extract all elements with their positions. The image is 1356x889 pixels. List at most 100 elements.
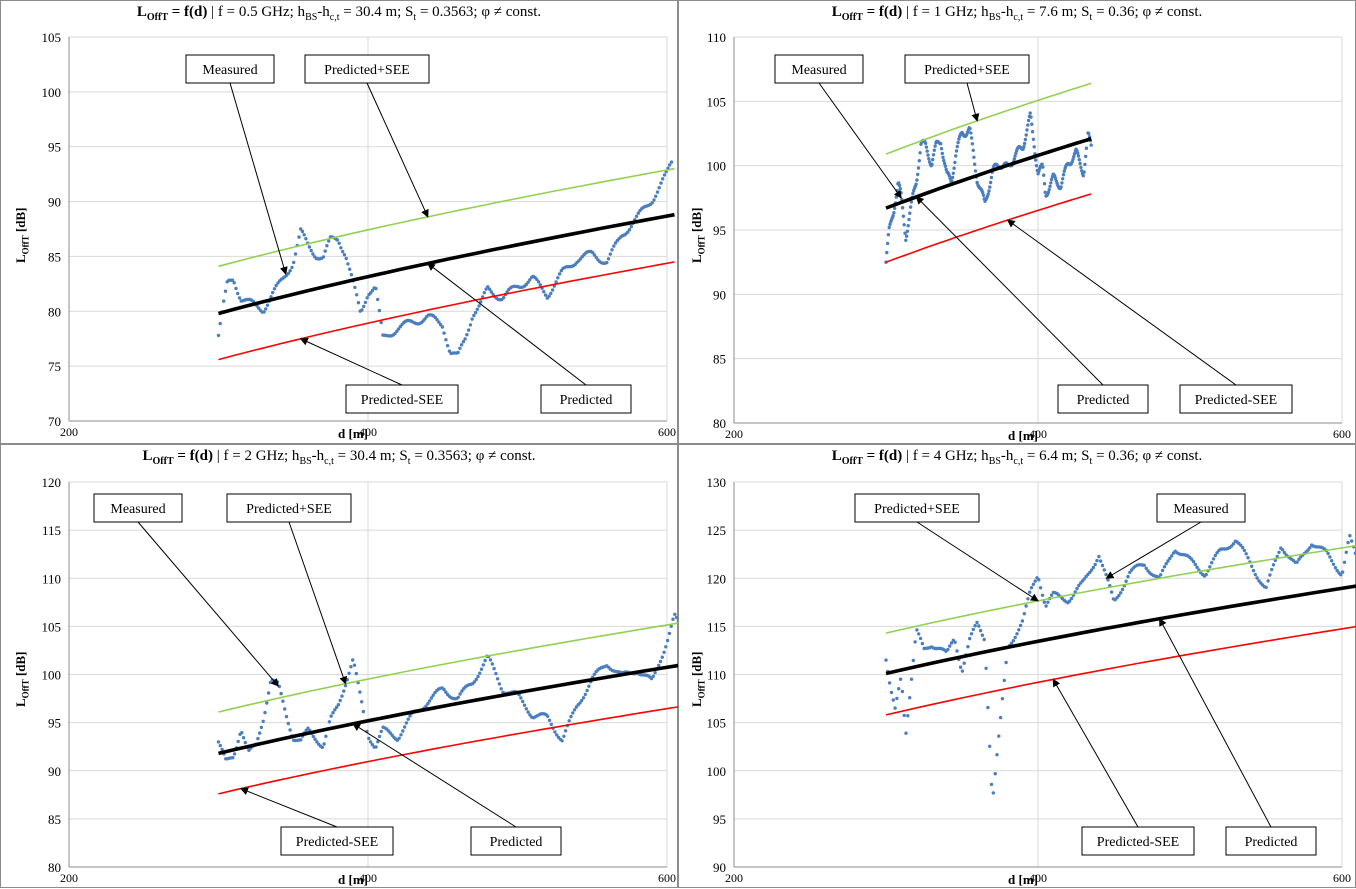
measured-point xyxy=(1025,128,1028,131)
y-tick-label: 100 xyxy=(42,668,62,683)
measured-point xyxy=(970,136,973,139)
measured-point xyxy=(924,142,927,145)
measured-point xyxy=(663,173,666,176)
measured-point xyxy=(1087,132,1090,135)
measured-point xyxy=(630,225,633,228)
measured-point xyxy=(926,153,929,156)
y-tick-label: 120 xyxy=(707,571,727,586)
measured-point xyxy=(1035,164,1038,167)
measured-point xyxy=(1214,554,1217,557)
measured-point xyxy=(1029,111,1032,114)
measured-point xyxy=(367,737,370,740)
measured-point xyxy=(345,257,348,260)
measured-point xyxy=(918,159,921,162)
measured-point xyxy=(1017,628,1020,631)
measured-point xyxy=(1212,557,1215,560)
measured-point xyxy=(1103,568,1106,571)
measured-point xyxy=(941,156,944,159)
measured-point xyxy=(1050,178,1053,181)
measured-point xyxy=(550,723,553,726)
measured-point xyxy=(1119,591,1122,594)
measured-point xyxy=(1121,588,1124,591)
y-tick-label: 110 xyxy=(707,30,726,45)
measured-point xyxy=(271,291,274,294)
measured-point xyxy=(982,194,985,197)
callout-label-minus: Predicted-SEE xyxy=(296,835,378,850)
measured-point xyxy=(1060,181,1063,184)
measured-point xyxy=(989,181,992,184)
measured-point xyxy=(342,689,345,692)
measured-point xyxy=(328,720,331,723)
measured-point xyxy=(273,287,276,290)
measured-point xyxy=(987,189,990,192)
predicted-plus-see-line xyxy=(886,83,1091,154)
measured-point xyxy=(217,334,220,337)
measured-point xyxy=(903,223,906,226)
y-axis-label: LOffT [dB] xyxy=(13,208,31,263)
measured-point xyxy=(906,230,909,233)
measured-point xyxy=(1326,552,1329,555)
measured-point xyxy=(526,710,529,713)
measured-point xyxy=(1026,597,1029,600)
callout-arrow xyxy=(301,339,402,385)
measured-point xyxy=(921,642,924,645)
measured-point xyxy=(1334,566,1337,569)
measured-point xyxy=(292,261,295,264)
chart-panel-1: LOffT = f(d) | f = 0.5 GHz; hBS-hc,t = 3… xyxy=(0,0,678,444)
measured-point xyxy=(952,167,955,170)
measured-point xyxy=(236,292,239,295)
measured-point xyxy=(903,714,906,717)
measured-point xyxy=(1126,575,1129,578)
x-tick-label: 200 xyxy=(60,871,78,885)
measured-point xyxy=(1343,561,1346,564)
y-tick-label: 95 xyxy=(48,716,61,731)
measured-point xyxy=(970,632,973,635)
measured-point xyxy=(339,699,342,702)
measured-point xyxy=(979,629,982,632)
measured-point xyxy=(635,215,638,218)
measured-point xyxy=(233,281,236,284)
measured-point xyxy=(925,145,928,148)
predicted-plus-see-line xyxy=(219,169,675,267)
measured-point xyxy=(548,719,551,722)
measured-point xyxy=(263,711,266,714)
measured-point xyxy=(304,237,307,240)
measured-point xyxy=(1090,143,1093,146)
measured-point xyxy=(233,752,236,755)
measured-point xyxy=(353,286,356,289)
measured-point xyxy=(933,149,936,152)
measured-point xyxy=(1042,174,1045,177)
measured-point xyxy=(1062,173,1065,176)
measured-point xyxy=(346,262,349,265)
measured-point xyxy=(1032,138,1035,141)
measured-point xyxy=(401,729,404,732)
measured-point xyxy=(378,735,381,738)
measured-point xyxy=(262,720,265,723)
measured-point xyxy=(1346,541,1349,544)
measured-point xyxy=(551,288,554,291)
measured-point xyxy=(1025,133,1028,136)
measured-point xyxy=(666,639,669,642)
callout-label-minus: Predicted-SEE xyxy=(1195,393,1277,408)
measured-point xyxy=(312,735,315,738)
measured-point xyxy=(1192,560,1195,563)
y-tick-label: 120 xyxy=(42,475,62,490)
callout-label-measured: Measured xyxy=(110,502,165,517)
y-tick-label: 85 xyxy=(48,812,61,827)
measured-point xyxy=(1210,561,1213,564)
x-tick-label: 200 xyxy=(725,871,743,885)
measured-point xyxy=(458,347,461,350)
measured-point xyxy=(444,338,447,341)
measured-point xyxy=(355,672,358,675)
measured-point xyxy=(893,706,896,709)
measured-point xyxy=(961,669,964,672)
measured-point xyxy=(339,246,342,249)
callout-arrow xyxy=(916,197,1103,385)
measured-point xyxy=(489,658,492,661)
measured-point xyxy=(898,184,901,187)
measured-point xyxy=(472,314,475,317)
callout-arrow xyxy=(1053,679,1138,827)
measured-point xyxy=(659,660,662,663)
measured-point xyxy=(281,700,284,703)
